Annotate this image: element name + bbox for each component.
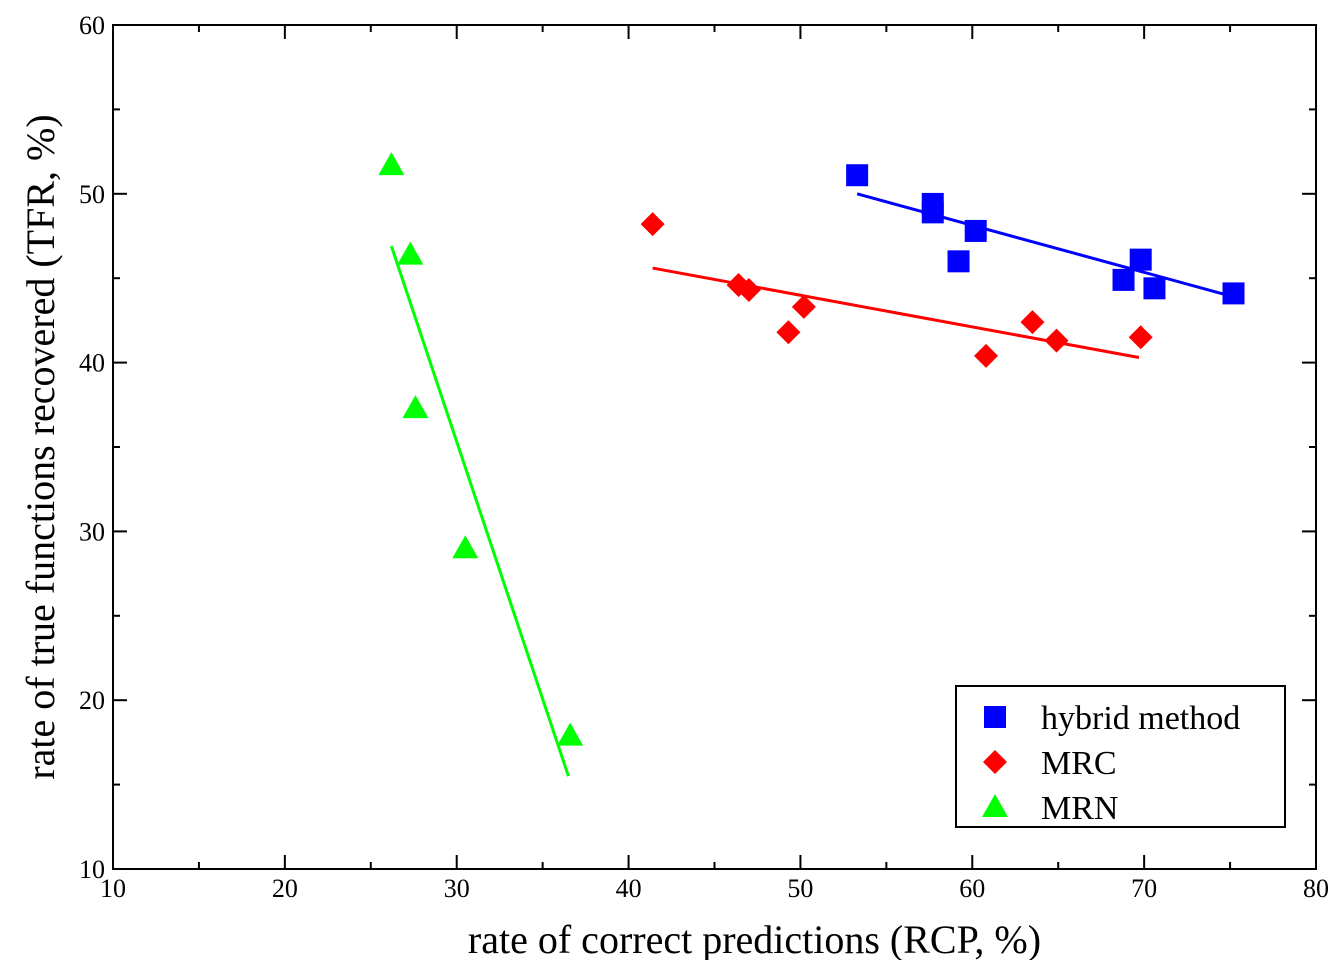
legend-label-hybrid-method: hybrid method (1041, 700, 1240, 737)
x-tick-label: 20 (272, 874, 298, 903)
plot-frame (112, 24, 1317, 870)
mrn-point (397, 241, 424, 265)
legend-marker-mrn (982, 794, 1008, 817)
legend-marker-mrc (983, 750, 1007, 774)
mrc-point (736, 278, 761, 303)
x-tick-label: 40 (616, 874, 642, 903)
hybrid-method-point (1143, 277, 1166, 300)
x-tick-label: 80 (1303, 874, 1329, 903)
mrn-point (452, 535, 479, 559)
legend: hybrid method MRC MRN (955, 685, 1286, 828)
hybrid-method-point (1129, 248, 1152, 271)
mrc-point (1020, 310, 1045, 335)
x-tick-label: 10 (100, 874, 126, 903)
mrc-point (640, 212, 665, 237)
y-tick-label: 20 (79, 686, 105, 715)
legend-marker-hybrid-method (984, 706, 1006, 728)
hybrid-method-point (947, 250, 970, 273)
hybrid-method-point (964, 219, 987, 242)
y-tick-label: 30 (79, 517, 105, 546)
mrn-point (402, 395, 429, 419)
mrc-point (974, 343, 999, 368)
mrc-point (1128, 325, 1153, 350)
hybrid-method-point (921, 201, 944, 224)
y-tick-label: 10 (79, 855, 105, 884)
hybrid-method-fit-line (856, 192, 1234, 299)
x-tick-label: 50 (787, 874, 813, 903)
mrn-point (378, 152, 405, 176)
hybrid-method-point (1222, 282, 1245, 305)
x-axis-title: rate of correct predictions (RCP, %) (468, 917, 1041, 960)
mrc-point (791, 294, 816, 319)
y-axis-title: rate of true functions recovered (TFR, %… (18, 114, 63, 779)
legend-label-mrn: MRN (1041, 790, 1118, 827)
x-tick-label: 60 (959, 874, 985, 903)
y-tick-label: 50 (79, 180, 105, 209)
y-tick-label: 60 (79, 11, 105, 40)
x-tick-label: 30 (444, 874, 470, 903)
y-tick-label: 40 (79, 349, 105, 378)
mrc-fit-line (652, 266, 1140, 360)
tick-labels: 10 20 30 40 50 60 70 80 10 20 30 40 50 60 (79, 11, 1329, 903)
mrn-point (557, 722, 584, 746)
legend-label-mrc: MRC (1041, 745, 1117, 782)
mrc-point (776, 320, 801, 345)
x-tick-label: 70 (1131, 874, 1157, 903)
mrc-point (1044, 328, 1069, 353)
hybrid-method-point (1112, 268, 1135, 291)
axis-ticks (112, 24, 1317, 870)
legend-box (955, 685, 1286, 828)
mrn-fit-line (389, 245, 570, 777)
hybrid-method-point (846, 164, 869, 187)
data-points (378, 152, 1245, 746)
